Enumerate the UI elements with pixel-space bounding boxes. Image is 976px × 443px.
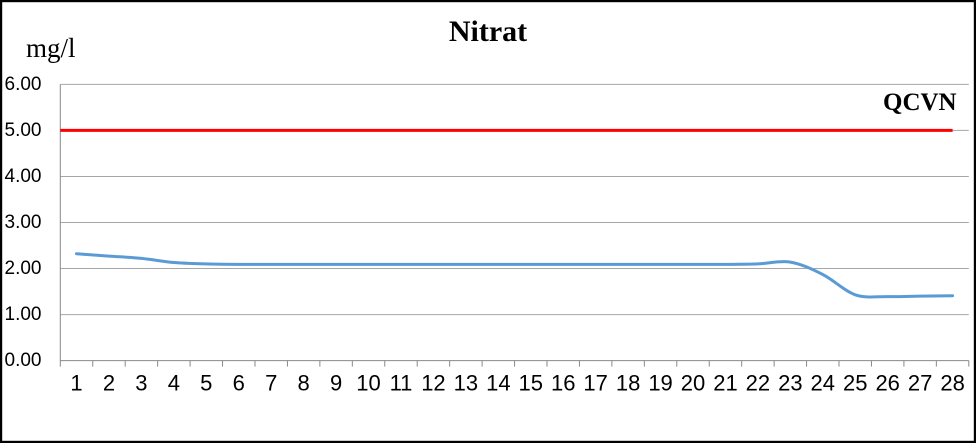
- svg-text:6: 6: [233, 371, 245, 396]
- svg-text:11: 11: [390, 371, 413, 396]
- svg-text:27: 27: [908, 371, 932, 396]
- svg-text:0.00: 0.00: [5, 350, 42, 371]
- svg-text:10: 10: [356, 371, 380, 396]
- svg-text:24: 24: [811, 371, 835, 396]
- svg-text:23: 23: [778, 371, 802, 396]
- svg-text:1: 1: [70, 371, 82, 396]
- svg-text:26: 26: [875, 371, 899, 396]
- svg-text:5: 5: [200, 371, 212, 396]
- svg-text:12: 12: [421, 371, 445, 396]
- svg-text:16: 16: [551, 371, 575, 396]
- svg-text:6.00: 6.00: [5, 74, 42, 95]
- svg-text:2.00: 2.00: [5, 258, 42, 279]
- svg-text:22: 22: [746, 371, 770, 396]
- svg-text:9: 9: [330, 371, 342, 396]
- svg-text:21: 21: [713, 371, 737, 396]
- svg-text:18: 18: [616, 371, 640, 396]
- svg-text:20: 20: [681, 371, 705, 396]
- svg-text:28: 28: [940, 371, 964, 396]
- svg-text:19: 19: [648, 371, 672, 396]
- svg-text:14: 14: [486, 371, 510, 396]
- svg-text:3.00: 3.00: [5, 212, 42, 233]
- svg-text:4: 4: [168, 371, 180, 396]
- svg-text:5.00: 5.00: [5, 120, 42, 141]
- svg-text:17: 17: [583, 371, 607, 396]
- svg-text:7: 7: [265, 371, 277, 396]
- svg-text:4.00: 4.00: [5, 166, 42, 187]
- svg-text:15: 15: [519, 371, 543, 396]
- svg-text:2: 2: [103, 371, 115, 396]
- svg-text:8: 8: [298, 371, 310, 396]
- svg-text:25: 25: [843, 371, 867, 396]
- svg-text:3: 3: [135, 371, 147, 396]
- svg-text:13: 13: [454, 371, 478, 396]
- svg-text:1.00: 1.00: [5, 304, 42, 325]
